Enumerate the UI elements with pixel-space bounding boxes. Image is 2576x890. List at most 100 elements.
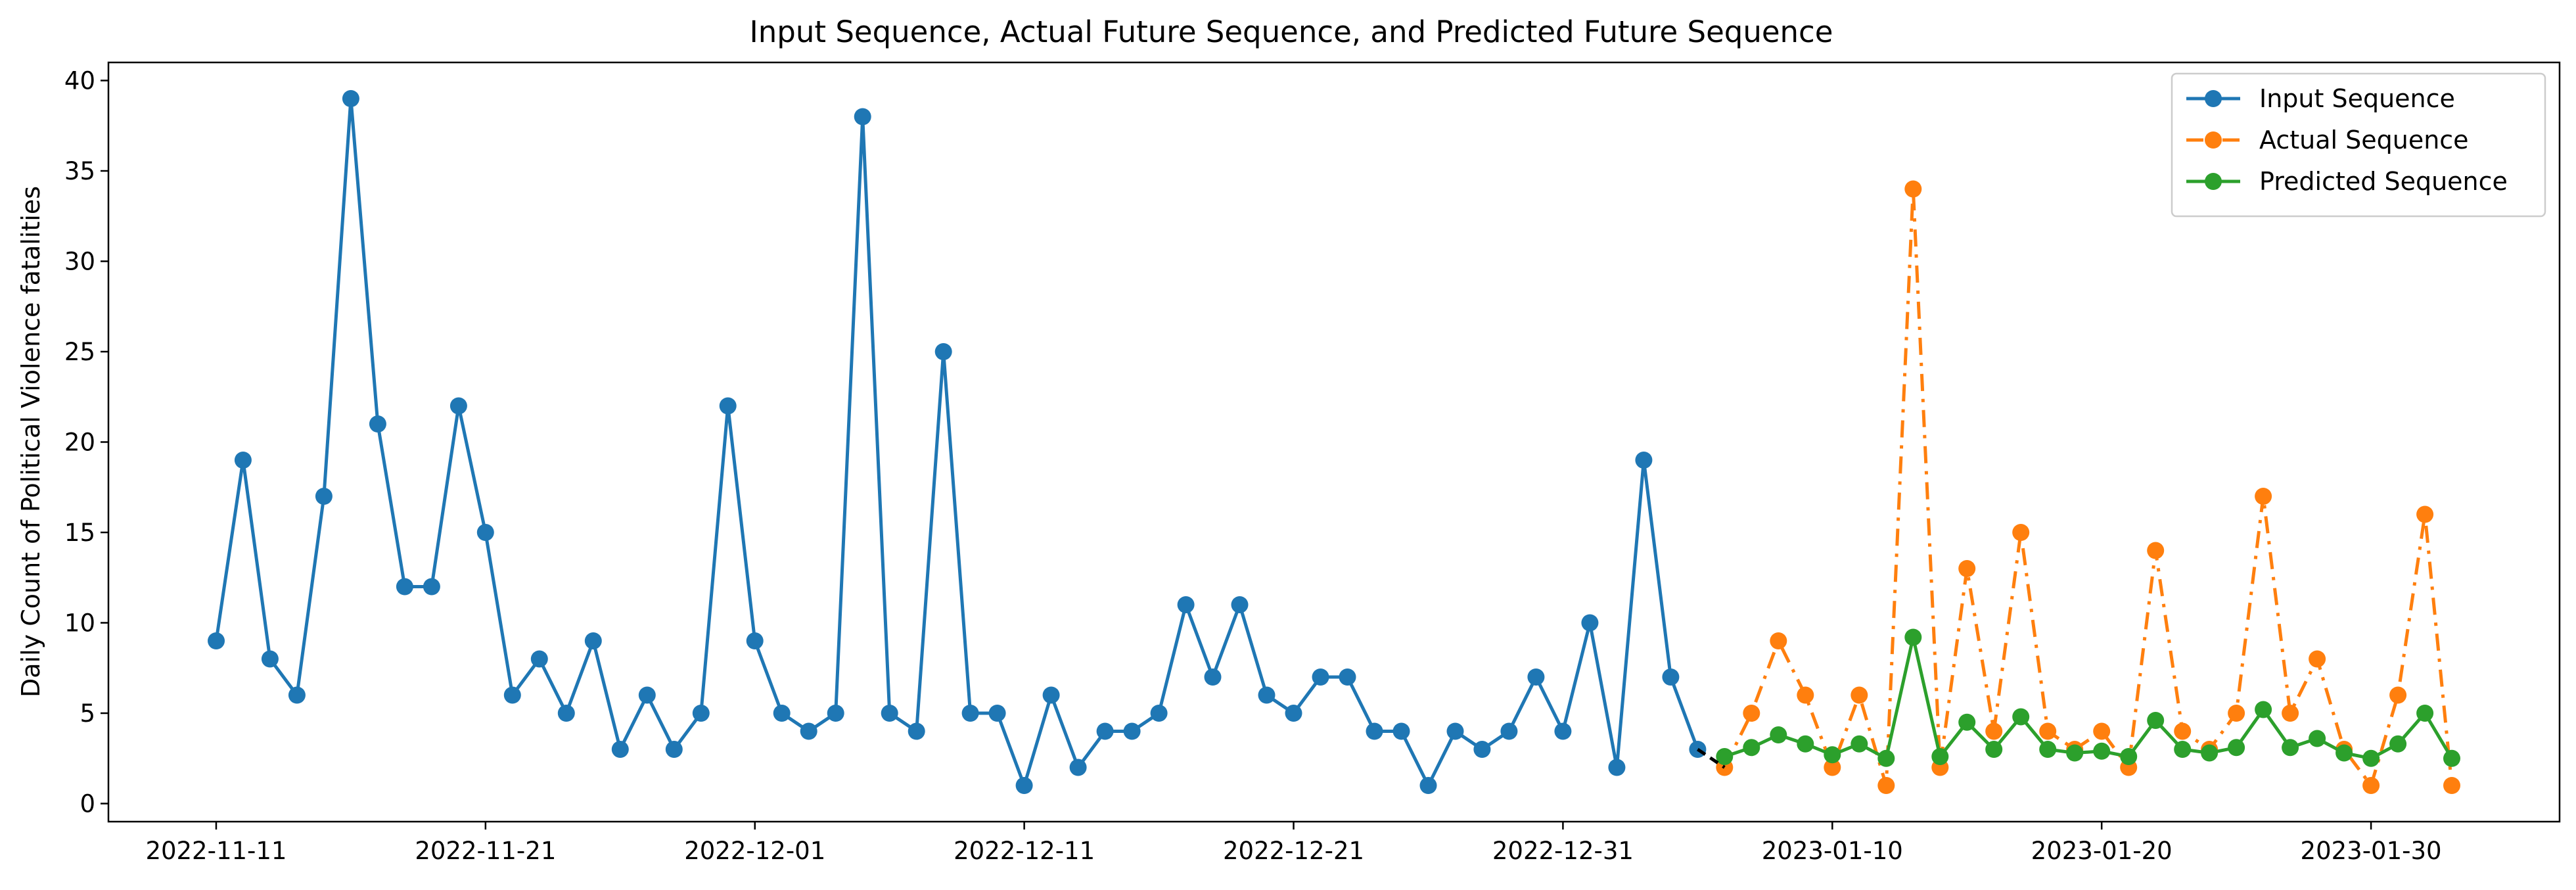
predicted-sequence-point bbox=[2066, 744, 2084, 762]
y-tick-label: 10 bbox=[64, 609, 95, 638]
input-sequence-point bbox=[234, 452, 252, 469]
predicted-sequence-point bbox=[2335, 744, 2353, 762]
input-sequence-point bbox=[1392, 722, 1410, 740]
input-sequence-point bbox=[1123, 722, 1141, 740]
predicted-sequence-point bbox=[1770, 726, 1787, 743]
axis-layer: 0 5 10 15 20 25 30 35 40 2022-11-11 2022-11-21 2022… bbox=[64, 61, 2561, 865]
input-sequence-point bbox=[1635, 452, 1653, 469]
actual-sequence-point bbox=[1824, 759, 1841, 776]
predicted-sequence-point bbox=[2201, 744, 2219, 762]
predicted-sequence-point bbox=[2362, 749, 2380, 767]
actual-sequence-point bbox=[2309, 650, 2326, 668]
predicted-sequence-point bbox=[1743, 739, 1760, 757]
actual-sequence-point bbox=[1797, 686, 1814, 704]
actual-sequence-point bbox=[1877, 777, 1895, 794]
legend: Input Sequence Actual Sequence Predicted S… bbox=[2171, 72, 2546, 218]
y-tick-label: 20 bbox=[64, 429, 95, 457]
input-sequence-point bbox=[692, 705, 710, 722]
actual-sequence-point bbox=[1904, 180, 1922, 198]
predicted-sequence-point bbox=[2282, 739, 2299, 757]
actual-sequence-point bbox=[2282, 705, 2299, 722]
predicted-sequence-point bbox=[2255, 701, 2272, 718]
actual-sequence-point bbox=[2443, 777, 2460, 794]
predicted-sequence-line bbox=[1724, 636, 2454, 761]
actual-sequence-point bbox=[2228, 705, 2245, 722]
input-sequence-line bbox=[214, 97, 1699, 787]
input-sequence-point bbox=[1419, 777, 1437, 794]
input-sequence-point bbox=[1258, 686, 1276, 704]
actual-sequence-point bbox=[1985, 722, 2003, 740]
predicted-sequence-point bbox=[2039, 741, 2057, 758]
x-tick-label: 2023-01-20 bbox=[2031, 837, 2173, 865]
input-sequence-point bbox=[1662, 668, 1680, 686]
x-tick-label: 2022-11-21 bbox=[415, 837, 556, 865]
input-sequence-point bbox=[800, 722, 817, 740]
predicted-sequence-point bbox=[2174, 741, 2192, 758]
predicted-sequence-point bbox=[2416, 705, 2434, 722]
input-sequence-point bbox=[1500, 722, 1518, 740]
input-sequence-point bbox=[746, 632, 764, 649]
plot-layer bbox=[208, 90, 2460, 794]
actual-sequence-point bbox=[1851, 686, 1868, 704]
legend-swatch-marker bbox=[2205, 173, 2222, 190]
input-sequence-point bbox=[1473, 741, 1491, 758]
actual-sequence-point bbox=[1958, 560, 1976, 577]
actual-sequence-point bbox=[2093, 722, 2111, 740]
predicted-sequence-point bbox=[2147, 712, 2165, 729]
input-sequence-point bbox=[881, 705, 898, 722]
input-sequence-point bbox=[1339, 668, 1356, 686]
actual-sequence-point bbox=[2389, 686, 2407, 704]
input-sequence-point bbox=[1096, 722, 1114, 740]
input-sequence-point bbox=[908, 722, 925, 740]
predicted-sequence-point bbox=[1931, 748, 1949, 765]
predicted-sequence-point bbox=[1877, 749, 1895, 767]
predicted-sequence-point bbox=[1716, 748, 1734, 765]
actual-sequence-point bbox=[2174, 722, 2192, 740]
y-tick-label: 0 bbox=[80, 790, 95, 818]
x-tick-label: 2022-11-11 bbox=[145, 837, 287, 865]
input-sequence-point bbox=[288, 686, 306, 704]
input-sequence-point bbox=[342, 90, 359, 107]
input-sequence-point bbox=[1581, 614, 1599, 632]
input-sequence-point bbox=[449, 397, 467, 415]
input-sequence-point bbox=[854, 108, 871, 126]
input-sequence-point bbox=[665, 741, 683, 758]
input-sequence-point bbox=[961, 705, 979, 722]
actual-sequence-point bbox=[2362, 777, 2380, 794]
legend-label: Input Sequence bbox=[2259, 84, 2455, 113]
input-sequence-point bbox=[611, 741, 629, 758]
y-tick-label: 25 bbox=[64, 338, 95, 366]
input-sequence-point bbox=[1527, 668, 1545, 686]
input-sequence-point bbox=[1231, 596, 1249, 613]
x-tick-label: 2022-12-21 bbox=[1223, 837, 1364, 865]
legend-swatch-marker bbox=[2205, 90, 2222, 107]
y-tick-label: 35 bbox=[64, 157, 95, 185]
input-sequence-point bbox=[1446, 722, 1464, 740]
x-tick-label: 2023-01-30 bbox=[2301, 837, 2442, 865]
input-sequence-point bbox=[1042, 686, 1060, 704]
predicted-sequence-point bbox=[1958, 713, 1976, 731]
predicted-sequence-point bbox=[1851, 735, 1868, 753]
input-sequence-point bbox=[1069, 759, 1087, 776]
predicted-sequence-point bbox=[1824, 746, 1841, 764]
x-tick-label: 2022-12-31 bbox=[1492, 837, 1634, 865]
input-sequence-point bbox=[1608, 759, 1626, 776]
input-sequence-point bbox=[208, 632, 225, 649]
input-sequence-point bbox=[1150, 705, 1168, 722]
predicted-sequence-point bbox=[1985, 741, 2003, 758]
input-sequence-point bbox=[1366, 722, 1383, 740]
input-sequence-point bbox=[261, 650, 279, 668]
predicted-sequence-point bbox=[2228, 739, 2245, 757]
legend-label: Actual Sequence bbox=[2259, 126, 2469, 154]
input-sequence-point bbox=[1015, 777, 1033, 794]
predicted-sequence-point bbox=[2093, 742, 2111, 760]
input-sequence-point bbox=[719, 397, 737, 415]
actual-sequence-point bbox=[2255, 488, 2272, 505]
input-sequence-point bbox=[1554, 722, 1572, 740]
x-tick-label: 2022-12-11 bbox=[954, 837, 1095, 865]
connector-line bbox=[1696, 747, 1726, 769]
legend-swatch-marker bbox=[2205, 131, 2222, 149]
input-sequence-point bbox=[530, 650, 548, 668]
input-sequence-point bbox=[1312, 668, 1329, 686]
